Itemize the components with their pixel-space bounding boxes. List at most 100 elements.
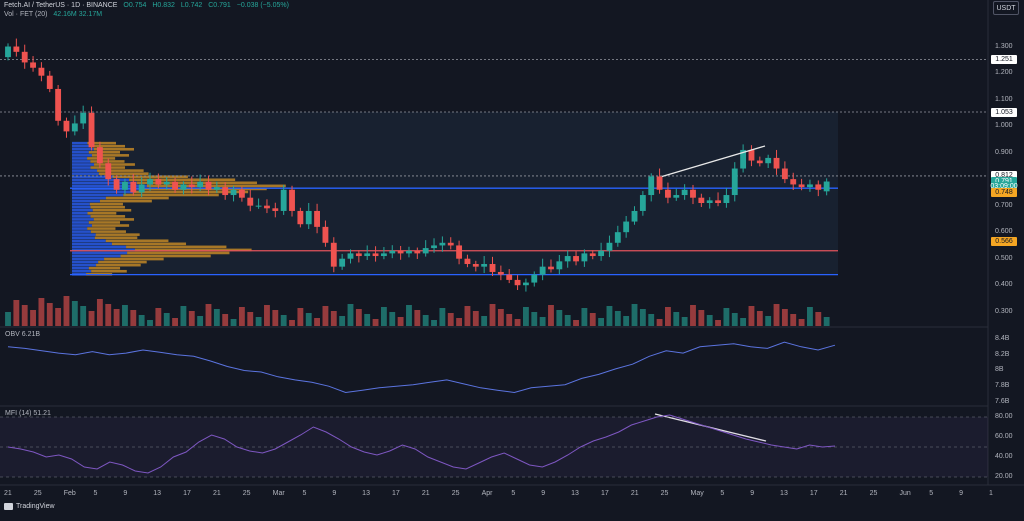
volume-bar <box>280 315 287 326</box>
volume-bar <box>514 319 521 326</box>
volume-bar <box>807 307 813 326</box>
candle-body <box>648 176 655 196</box>
mfi-line <box>7 414 836 474</box>
mfi-tick-label: 20.00 <box>995 473 1013 480</box>
volume-profile-bar <box>72 227 88 230</box>
high-value: H0.832 <box>152 2 175 9</box>
time-axis-label: 25 <box>660 490 669 497</box>
price-tick-label: 0.500 <box>995 254 1013 262</box>
candle-body <box>489 264 496 272</box>
volume-bar <box>63 296 70 326</box>
candle-body <box>238 189 245 198</box>
volume-profile-bar <box>72 239 106 243</box>
currency-badge[interactable]: USDT <box>993 1 1019 15</box>
obv-tick-label: 8.4B <box>995 334 1010 342</box>
volume-bar <box>589 313 596 326</box>
tradingview-logo[interactable]: TradingView <box>4 503 55 510</box>
candle-body <box>197 181 204 188</box>
volume-profile-bar <box>72 230 91 233</box>
volume-profile-bar <box>72 160 91 163</box>
time-axis-label: 25 <box>869 490 878 497</box>
volume-bar <box>606 306 613 326</box>
volume-bar <box>539 317 546 326</box>
candle-body <box>798 184 805 188</box>
volume-profile-bar <box>146 184 286 188</box>
candle-body <box>55 88 62 121</box>
volume-bar <box>681 317 688 326</box>
mfi-title[interactable]: MFI (14) 51.21 <box>5 410 51 417</box>
volume-bar <box>255 317 262 326</box>
obv-tick-label: 8.2B <box>995 350 1010 358</box>
volume-bar <box>297 308 304 326</box>
candle-body <box>815 184 822 190</box>
volume-bar <box>5 312 11 326</box>
volume-label[interactable]: Vol · FET (20) <box>4 11 48 18</box>
price-tick-label: 1.200 <box>995 69 1013 77</box>
candle-body <box>606 242 613 251</box>
candle-body <box>247 197 254 206</box>
volume-profile-bar <box>104 257 164 261</box>
candle-body <box>297 210 304 225</box>
volume-profile-bar <box>134 248 252 252</box>
price-tag: 0.748 <box>991 188 1017 198</box>
volume-bar <box>422 315 429 326</box>
volume-bar <box>188 311 195 326</box>
obv-title[interactable]: OBV 6.21B <box>5 331 41 338</box>
volume-bar <box>80 306 87 326</box>
volume-bar <box>497 309 504 326</box>
mfi-tick-label: 40.00 <box>995 453 1013 460</box>
volume-profile-bar <box>72 166 91 169</box>
price-tag: 03:09:00 <box>990 182 1018 192</box>
candle-body <box>639 195 646 211</box>
volume-profile-bar <box>136 181 258 185</box>
volume-values: 42.16M 32.17M <box>53 11 103 18</box>
candle-body <box>38 67 45 76</box>
candle-body <box>573 256 579 262</box>
time-axis-label: 5 <box>720 490 725 497</box>
candle-body <box>63 120 70 132</box>
candle-body <box>172 181 178 190</box>
candle-body <box>80 112 87 124</box>
candle-body <box>765 157 772 164</box>
volume-bar <box>38 298 45 326</box>
volume-profile-bar <box>72 190 134 194</box>
volume-profile-bar <box>87 227 116 230</box>
candle-body <box>673 195 680 198</box>
candle-body <box>698 197 705 203</box>
volume-bar <box>431 320 437 326</box>
volume-bar <box>723 308 730 326</box>
candle-body <box>330 242 337 267</box>
candle-body <box>380 253 387 257</box>
volume-profile-bar <box>72 193 124 197</box>
time-axis-label: 9 <box>123 490 128 497</box>
candle-body <box>715 200 721 203</box>
candle-body <box>122 181 128 190</box>
candle-body <box>464 258 471 264</box>
candle-body <box>88 112 95 148</box>
volume-bar <box>289 320 295 326</box>
candle-body <box>748 149 755 161</box>
volume-bar <box>406 305 412 326</box>
volume-profile-bar <box>72 181 137 185</box>
candle-body <box>230 189 237 196</box>
price-tag: 1.053 <box>991 107 1017 117</box>
time-axis-label: 5 <box>302 490 307 497</box>
volume-profile-bar <box>98 260 147 264</box>
candle-body <box>71 123 78 132</box>
volume-profile-bar <box>72 157 88 160</box>
candle-body <box>113 179 120 190</box>
volume-bar <box>130 310 137 326</box>
volume-profile-bar <box>99 199 152 203</box>
volume-bar <box>781 309 788 326</box>
time-axis-label: Apr <box>481 490 493 497</box>
symbol-name[interactable]: Fetch.AI / TetherUS · 1D · BINANCE <box>4 2 118 9</box>
volume-bar <box>639 309 646 326</box>
volume-bar <box>756 311 763 326</box>
volume-bar <box>272 310 279 326</box>
volume-profile-bar <box>72 218 94 221</box>
time-axis-label: 21 <box>839 490 848 497</box>
price-tick-label: 1.000 <box>995 122 1013 130</box>
candle-body <box>807 184 813 188</box>
